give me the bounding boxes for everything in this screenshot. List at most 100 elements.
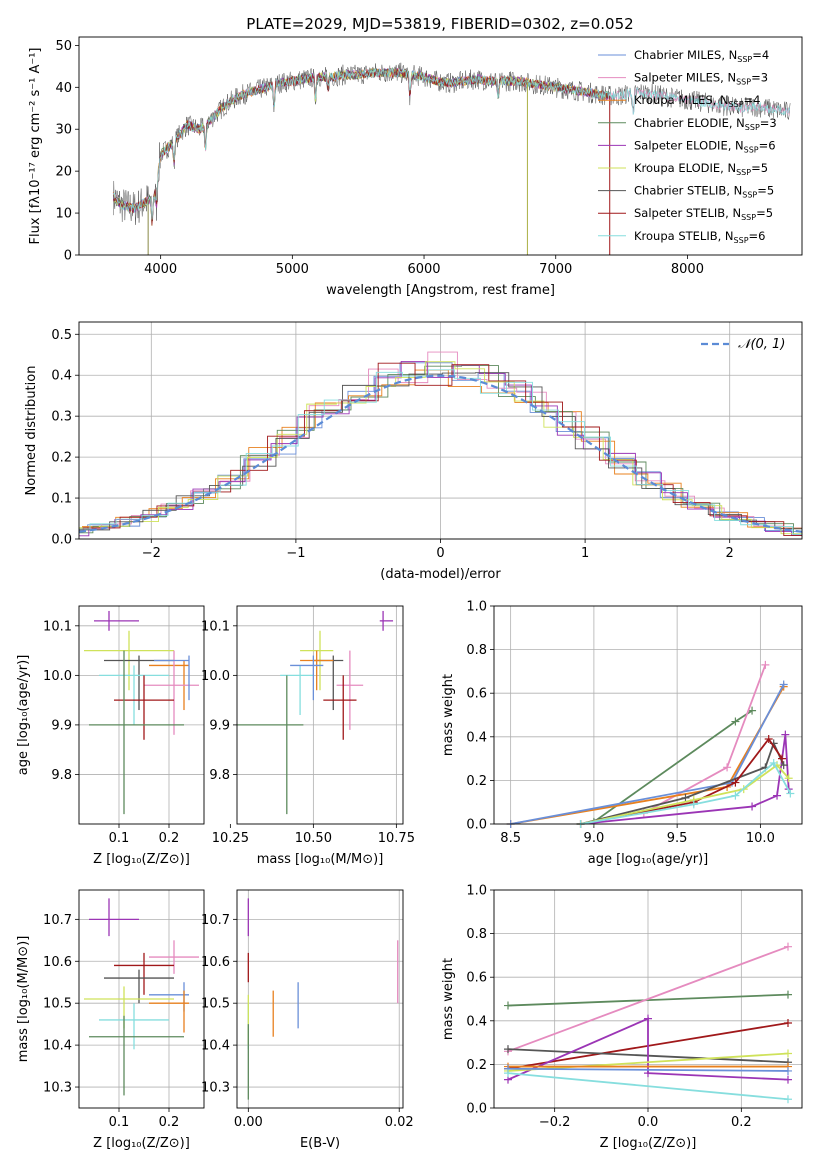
legend-entry: Kroupa STELIB, NSSP=6 xyxy=(634,229,765,245)
y-axis-label: Normed distribution xyxy=(24,366,39,496)
y-tick-label: 0.2 xyxy=(466,1058,487,1073)
data-point-marker xyxy=(784,1075,792,1084)
age-vs-Z-axes xyxy=(75,606,204,828)
series-line-salpeter-miles xyxy=(507,945,789,1053)
legend-entry: Kroupa MILES, NSSP=4 xyxy=(634,93,760,109)
x-tick-label: −2 xyxy=(142,546,161,561)
histogram-chabrier-elodie xyxy=(79,365,802,536)
x-tick-label: −1 xyxy=(286,546,305,561)
data-point-marker xyxy=(731,717,740,726)
legend-entry: Chabrier MILES, NSSP=4 xyxy=(634,48,769,64)
axes-frame xyxy=(78,321,803,540)
x-tick-label: 0.2 xyxy=(159,1115,180,1130)
x-tick-label: 9.0 xyxy=(584,831,605,846)
x-tick-label: −0.2 xyxy=(539,1115,571,1130)
x-tick-label: 0.00 xyxy=(234,1115,263,1130)
data-point-marker xyxy=(748,706,757,715)
y-tick-label: 10.0 xyxy=(43,669,72,684)
data-point-marker xyxy=(689,800,698,809)
axes-frame xyxy=(236,889,404,1109)
data-point-marker xyxy=(784,774,793,783)
y-tick-label: 0.5 xyxy=(51,328,72,343)
x-axis-label: Z [log₁₀(Z/Z⊙)] xyxy=(600,1136,697,1151)
y-tick-label: 9.8 xyxy=(209,768,230,783)
y-tick-label: 10.0 xyxy=(201,669,230,684)
data-point-marker xyxy=(504,1069,512,1078)
x-tick-label: 1 xyxy=(581,546,589,561)
data-point-marker xyxy=(778,754,787,763)
histogram-chabrier-stelib xyxy=(79,372,802,531)
y-axis-label: mass [log₁₀(M/M⊙)] xyxy=(16,936,31,1063)
axes-frame xyxy=(78,605,205,825)
y-tick-label: 40 xyxy=(55,81,72,96)
x-axis-label: wavelength [Angstrom, rest frame] xyxy=(326,283,555,298)
x-tick-label: 0.2 xyxy=(159,831,180,846)
data-point-marker xyxy=(731,778,740,787)
x-tick-label: 0.1 xyxy=(109,1115,130,1130)
y-tick-label: 0.3 xyxy=(51,410,72,425)
legend-entry: Chabrier STELIB, NSSP=5 xyxy=(634,184,774,200)
x-axis-label: (data-model)/error xyxy=(380,567,501,582)
model-line-chabrier-stelib xyxy=(112,67,610,224)
spectrum-axes xyxy=(75,44,688,259)
y-tick-label: 0.6 xyxy=(466,971,487,986)
y-tick-label: 9.9 xyxy=(209,718,230,733)
x-tick-label: 8000 xyxy=(671,262,704,277)
y-tick-label: 10.7 xyxy=(201,913,230,928)
axes-frame xyxy=(493,605,803,825)
series-line-kroupa-stelib xyxy=(507,1072,789,1101)
y-tick-label: 1.0 xyxy=(466,600,487,615)
y-tick-label: 10 xyxy=(55,207,72,222)
y-tick-label: 10.6 xyxy=(201,955,230,970)
y-tick-label: 0.2 xyxy=(466,774,487,789)
model-line-chabrier-elodie xyxy=(112,67,610,223)
y-axis-label: Flux [fλ10⁻¹⁷ erg cm⁻² s⁻¹ A⁻¹] xyxy=(28,48,43,245)
x-tick-label: 8.5 xyxy=(500,831,521,846)
data-point-marker xyxy=(784,1018,792,1027)
y-tick-label: 1.0 xyxy=(466,884,487,899)
model-line-kroupa-elodie xyxy=(113,68,610,226)
data-point-marker xyxy=(644,1014,652,1023)
legend-entry: Salpeter MILES, NSSP=3 xyxy=(634,71,768,87)
y-tick-label: 0.0 xyxy=(466,1102,487,1117)
histogram-salpeter-elodie xyxy=(79,360,802,537)
series-line-salpeter-elodie xyxy=(507,1017,789,1081)
y-tick-label: 10.3 xyxy=(201,1081,230,1096)
model-line-kroupa-stelib xyxy=(112,68,790,220)
x-tick-label: 9.5 xyxy=(667,831,688,846)
data-point-marker xyxy=(764,734,773,743)
y-tick-label: 0.8 xyxy=(466,643,487,658)
x-tick-label: 7000 xyxy=(539,262,572,277)
data-point-marker xyxy=(504,1001,512,1010)
y-tick-label: 0.0 xyxy=(466,818,487,833)
x-tick-label: 5000 xyxy=(276,262,309,277)
y-tick-label: 10.6 xyxy=(43,955,72,970)
x-tick-label: 4000 xyxy=(144,262,177,277)
data-point-marker xyxy=(784,1066,792,1075)
data-point-marker xyxy=(784,1095,792,1104)
y-tick-label: 0.6 xyxy=(466,687,487,702)
legend-entry: 𝒩(0, 1) xyxy=(738,337,785,352)
model-line-kroupa-miles xyxy=(112,68,610,220)
x-tick-label: 0.2 xyxy=(731,1115,752,1130)
normal-reference-curve xyxy=(78,374,803,533)
data-point-marker xyxy=(723,763,732,772)
series-line-kroupa-elodie xyxy=(507,1052,789,1072)
y-tick-label: 10.5 xyxy=(43,997,72,1012)
axes-frame xyxy=(493,889,803,1109)
x-tick-label: 10.50 xyxy=(295,831,332,846)
y-tick-label: 9.9 xyxy=(51,718,72,733)
y-tick-label: 20 xyxy=(55,165,72,180)
y-tick-label: 10.4 xyxy=(43,1039,72,1054)
axes-frame xyxy=(78,36,803,256)
y-tick-label: 0 xyxy=(64,249,72,264)
y-tick-label: 0.1 xyxy=(51,492,72,507)
y-tick-label: 50 xyxy=(55,39,72,54)
y-tick-label: 0.0 xyxy=(51,533,72,548)
x-axis-label: Z [log₁₀(Z/Z⊙)] xyxy=(93,1136,190,1151)
y-axis-label: mass weight xyxy=(441,958,456,1040)
x-tick-label: 0.0 xyxy=(638,1115,659,1130)
y-tick-label: 9.8 xyxy=(51,768,72,783)
x-tick-label: 10.25 xyxy=(212,831,249,846)
